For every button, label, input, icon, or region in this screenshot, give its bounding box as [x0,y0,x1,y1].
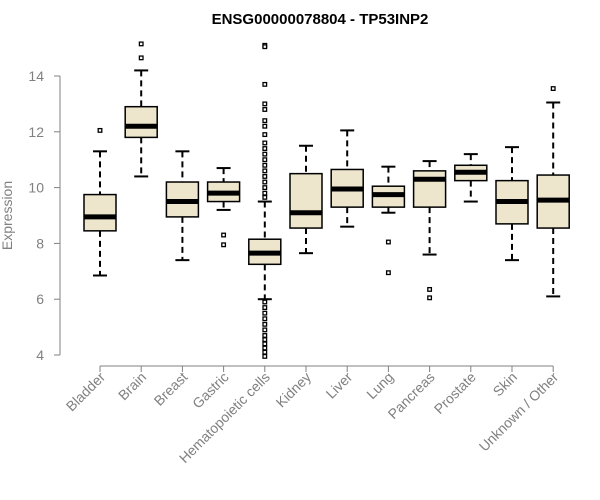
outlier-point [262,44,268,50]
outlier-point [385,270,391,276]
outlier-point [262,118,268,124]
box-liver [330,129,364,228]
outlier-point [385,239,391,245]
outlier-point [262,179,268,185]
iqr-box [124,105,158,139]
box-kidney [289,144,323,255]
y-tick-label: 6 [36,291,44,307]
x-tick-label: Lung [363,369,396,402]
x-tick-label: Breast [151,369,191,409]
iqr-box [289,172,323,229]
outlier-point [262,132,268,138]
box-pancreas [412,160,447,301]
outlier-point [262,194,268,200]
outlier-point [427,286,433,292]
y-tick-label: 10 [28,180,44,196]
box-hematopoietic-cells [248,42,282,359]
chart-title: ENSG00000078804 - TP53INP2 [212,11,429,28]
outlier-point [262,140,268,146]
y-tick-label: 4 [36,347,44,363]
box-lung [371,165,406,276]
outlier-point [138,41,144,47]
outlier-point [262,123,268,129]
box-bladder [83,127,117,277]
outlier-point [262,107,268,112]
outlier-point [550,86,556,92]
box-skin [495,146,529,262]
box-prostate [454,153,488,203]
outlier-point [221,242,227,248]
outlier-point [262,168,268,174]
outlier-point [262,310,268,316]
y-axis-label: Expression [0,181,15,250]
outlier-point [262,327,268,333]
box-unknown-other [536,86,570,298]
iqr-box [412,170,447,208]
outlier-point [97,127,103,133]
outlier-point [262,345,268,351]
outlier-point [262,81,268,87]
box-gastric [206,167,241,248]
outlier-point [262,173,268,179]
plot-area [83,41,570,359]
outlier-point [262,341,268,347]
outlier-point [262,162,268,168]
outlier-point [262,190,268,196]
box-breast [165,150,200,262]
x-tick-label: Brain [115,369,149,403]
outlier-point [427,295,433,301]
y-tick-label: 14 [28,68,44,84]
outlier-point [221,232,227,238]
outlier-point [262,151,268,157]
iqr-box [83,193,117,232]
x-tick-label: Liver [323,369,356,402]
outlier-point [262,146,268,151]
y-tick-label: 12 [28,124,44,140]
outlier-point [262,353,268,359]
outlier-point [262,157,268,163]
outlier-point [262,299,268,305]
x-tick-label: Skin [490,369,521,400]
y-axis: 4 6 8 10 12 14 [28,68,61,363]
outlier-point [262,321,268,327]
box-brain [124,41,158,178]
x-tick-label: Prostate [431,369,479,417]
outlier-point [138,55,144,61]
outlier-point [262,185,268,191]
y-tick-label: 8 [36,235,44,251]
outlier-point [262,316,268,322]
outlier-point [262,349,268,355]
x-tick-label: Kidney [273,369,315,411]
outlier-point [262,337,268,343]
outlier-point [262,305,268,311]
outlier-point [262,333,268,338]
x-tick-label: Bladder [63,369,109,415]
outlier-point [262,101,268,107]
